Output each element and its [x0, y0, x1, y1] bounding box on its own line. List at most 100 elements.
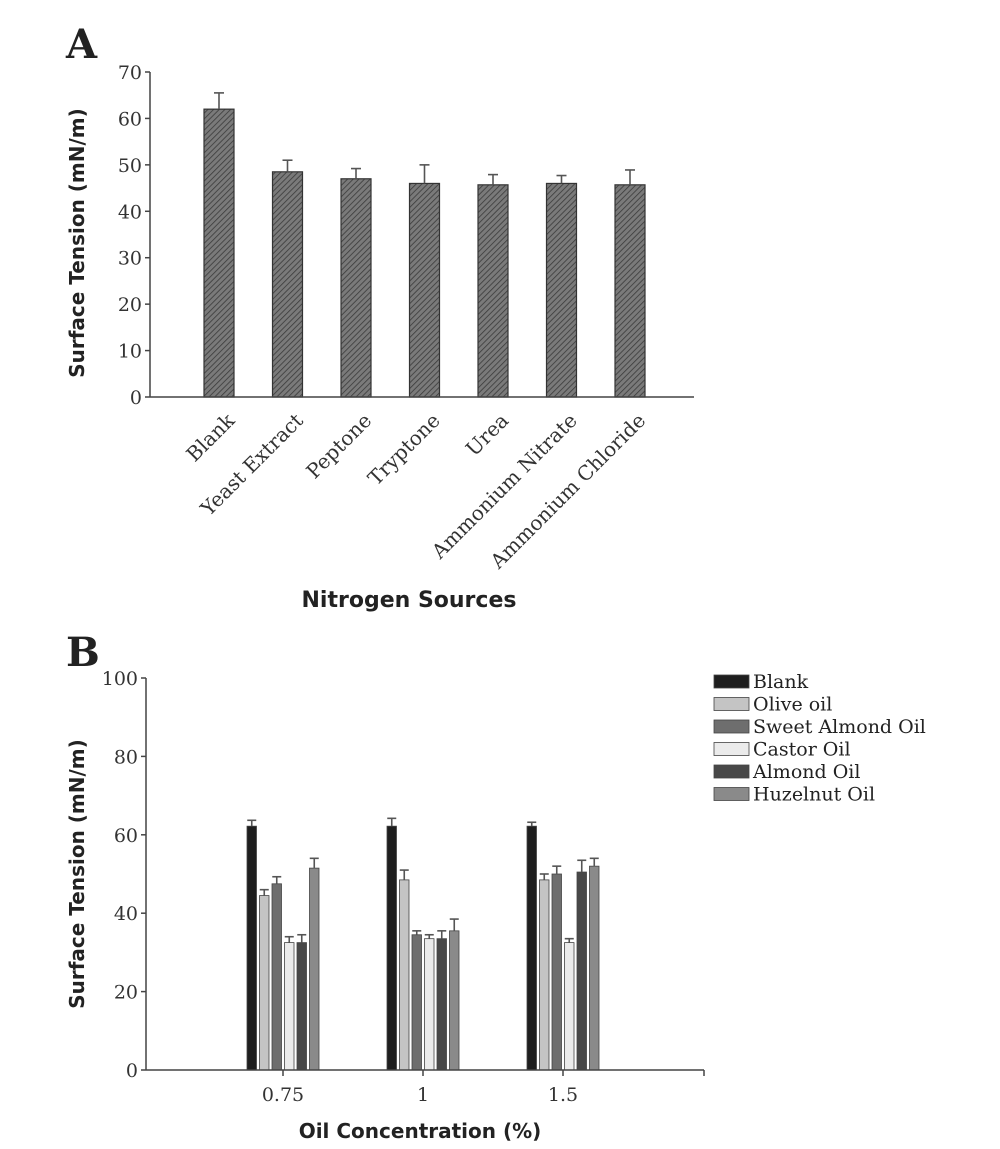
bar: [408, 182, 441, 398]
legend-item: Blank: [713, 671, 809, 693]
error-bar: [259, 888, 269, 896]
bar: [539, 879, 550, 1071]
x-tick-label: 1: [417, 1084, 429, 1106]
y-tick-label: 30: [118, 248, 142, 270]
bar: [551, 873, 562, 1071]
error-bar: [399, 869, 409, 880]
y-tick-label: 50: [118, 155, 142, 177]
y-tick-label: 40: [114, 903, 138, 925]
panel-b-x-tick-labels: 0.75 1 1.5: [262, 1084, 578, 1106]
panel-a-axes: [149, 72, 694, 398]
bar: [411, 934, 422, 1071]
panel-a-y-axis-title: Surface Tension (mN/m): [65, 108, 89, 378]
error-bar: [488, 173, 498, 185]
bar: [284, 942, 295, 1071]
error-bar: [284, 935, 294, 943]
error-bar: [419, 164, 430, 184]
y-tick-label: 40: [118, 201, 142, 223]
error-bar: [589, 857, 599, 867]
error-bar: [577, 859, 587, 873]
error-bar: [412, 930, 422, 935]
bar: [526, 825, 537, 1071]
bar: [246, 825, 257, 1071]
legend-swatch: [713, 787, 750, 801]
panel-b-letter: B: [66, 629, 100, 676]
bar: [296, 942, 307, 1071]
error-bar: [351, 167, 361, 179]
legend-item: Sweet Almond Oil: [713, 716, 926, 738]
error-bar: [625, 169, 635, 185]
panel-a-letter: A: [65, 21, 98, 68]
x-tick-label: Blank: [181, 408, 240, 467]
legend-swatch: [713, 674, 750, 689]
error-bar: [282, 159, 293, 172]
bar: [449, 930, 460, 1071]
bar: [309, 867, 320, 1071]
legend-swatch: [713, 697, 750, 711]
panel-b-y-ticks: 0 20 40 60 80 100: [102, 668, 146, 1082]
bar: [564, 942, 575, 1071]
x-tick-label: Tryptone: [363, 408, 445, 490]
bar: [386, 825, 397, 1071]
legend-swatch: [713, 742, 750, 756]
error-bar: [437, 930, 447, 939]
legend-item: Huzelnut Oil: [713, 784, 875, 806]
legend-item: Almond Oil: [713, 761, 860, 783]
error-bar: [272, 875, 282, 884]
panel-a-bars: [203, 92, 646, 398]
x-tick-label: 0.75: [262, 1084, 304, 1106]
bar: [399, 879, 410, 1071]
y-tick-label: 10: [118, 341, 142, 363]
error-bar: [539, 873, 549, 880]
bar: [545, 182, 578, 398]
panel-a-y-ticks: 0 10 20 30 40 50 60 70: [118, 62, 150, 409]
legend-label: Castor Oil: [753, 739, 851, 761]
error-bar: [556, 174, 567, 184]
legend-label: Huzelnut Oil: [753, 784, 875, 806]
y-tick-label: 70: [118, 62, 142, 84]
error-bar: [527, 821, 537, 827]
panel-b-y-axis-title: Surface Tension (mN/m): [65, 739, 89, 1009]
y-tick-label: 0: [130, 387, 142, 409]
bar: [436, 938, 447, 1071]
bar: [614, 184, 646, 398]
panel-b-axes: [145, 678, 705, 1076]
y-tick-label: 60: [118, 108, 142, 130]
error-bar: [214, 92, 224, 110]
bar: [589, 865, 600, 1071]
panel-b-x-axis-title: Oil Concentration (%): [299, 1119, 542, 1143]
bar: [477, 184, 509, 398]
bar: [576, 871, 587, 1071]
error-bar: [297, 933, 307, 943]
y-tick-label: 100: [102, 668, 138, 690]
error-bar: [309, 857, 319, 869]
bar: [203, 108, 235, 398]
y-tick-label: 80: [114, 746, 138, 768]
error-bar: [564, 937, 574, 943]
legend-label: Olive oil: [753, 694, 832, 716]
bar: [340, 178, 372, 398]
y-tick-label: 20: [118, 294, 142, 316]
bar: [271, 883, 282, 1071]
legend-label: Almond Oil: [752, 761, 860, 783]
panel-b-bars: [246, 817, 600, 1071]
error-bar: [247, 819, 257, 827]
legend-label: Sweet Almond Oil: [753, 716, 926, 738]
legend-swatch: [713, 719, 750, 734]
y-tick-label: 20: [114, 982, 138, 1004]
error-bar: [387, 817, 397, 827]
panel-a-x-axis-title: Nitrogen Sources: [302, 588, 517, 613]
y-tick-label: 0: [126, 1060, 138, 1082]
bar: [259, 895, 270, 1071]
error-bar: [449, 918, 459, 931]
x-tick-label: Urea: [461, 408, 514, 461]
bar: [424, 938, 435, 1071]
legend-item: Castor Oil: [713, 739, 851, 761]
error-bar: [424, 933, 434, 939]
bar: [271, 171, 304, 398]
